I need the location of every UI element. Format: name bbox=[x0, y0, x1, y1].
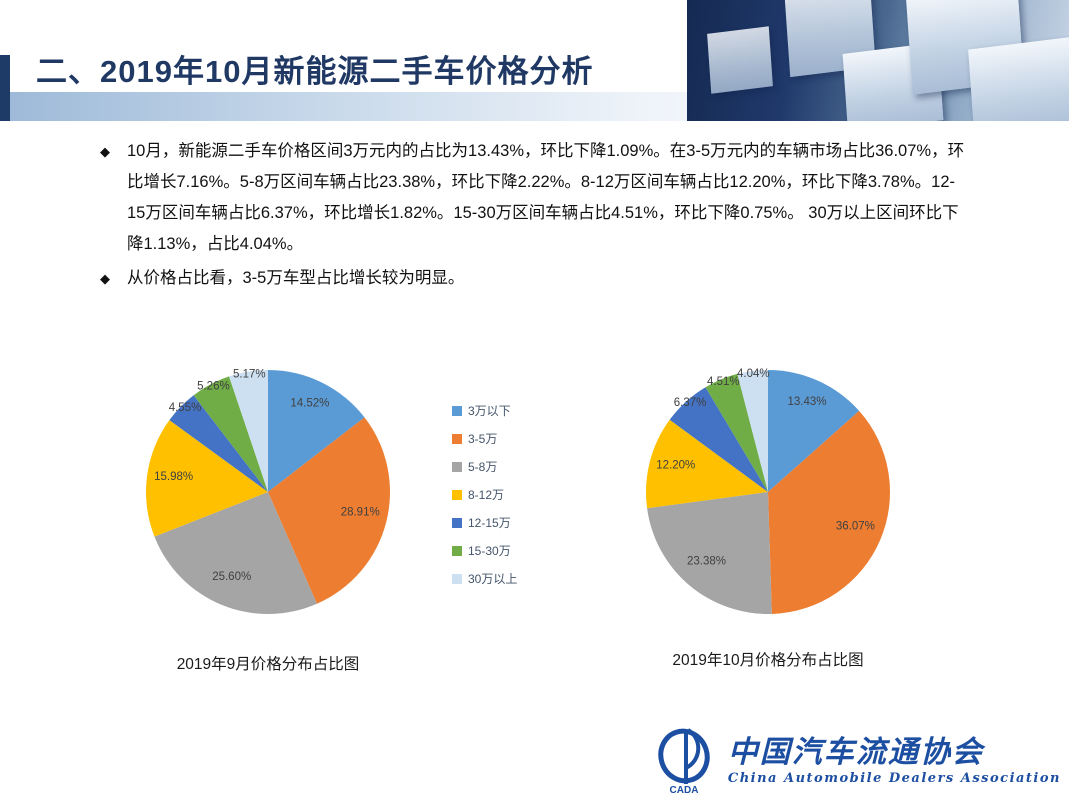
pie-slice-6 bbox=[229, 370, 268, 492]
bullet-diamond-icon: ◆ bbox=[100, 271, 110, 286]
bullet-list: ◆ 10月，新能源二手车价格区间3万元内的占比为13.43%，环比下降1.09%… bbox=[100, 136, 968, 297]
pie-slice-1 bbox=[768, 410, 891, 614]
pie-slice-4 bbox=[669, 387, 768, 492]
legend-item: 3万以下 bbox=[452, 402, 517, 419]
org-name-english: China Automobile Dealers Association bbox=[727, 771, 1061, 786]
pie-slice-0 bbox=[768, 370, 860, 492]
legend-item: 8-12万 bbox=[452, 486, 517, 503]
footer-logo: CADA 中国汽车流通协会 China Automobile Dealers A… bbox=[648, 726, 1061, 796]
legend-item: 15-30万 bbox=[452, 542, 517, 559]
pie-slice-5 bbox=[193, 376, 268, 492]
pie-slice-6 bbox=[737, 370, 768, 492]
bullet-text: 10月，新能源二手车价格区间3万元内的占比为13.43%，环比下降1.09%。在… bbox=[127, 142, 965, 253]
bullet-item: ◆ 10月，新能源二手车价格区间3万元内的占比为13.43%，环比下降1.09%… bbox=[100, 136, 968, 260]
legend-swatch bbox=[452, 573, 462, 584]
legend-label: 12-15万 bbox=[468, 516, 511, 530]
pie-slice-label: 25.60% bbox=[212, 571, 251, 583]
pie-slice-2 bbox=[154, 492, 317, 615]
pie-slice-label: 28.91% bbox=[341, 507, 380, 519]
legend-label: 8-12万 bbox=[468, 488, 505, 502]
legend-swatch bbox=[452, 405, 462, 416]
pie-chart-september: 14.52% 28.91% 25.60% 15.98% 4.55% 5.26%5.17% bbox=[145, 369, 390, 615]
legend-label: 5-8万 bbox=[468, 460, 498, 474]
slide-header: 二、2019年10月新能源二手车价格分析 bbox=[0, 0, 1069, 121]
pie-slice-label: 15.98% bbox=[154, 471, 193, 483]
left-accent-bar bbox=[0, 55, 10, 121]
pie-slice-label: 6.37% bbox=[674, 397, 707, 409]
legend-label: 15-30万 bbox=[468, 544, 511, 558]
pie-slice-label: 12.20% bbox=[656, 460, 695, 472]
pie-slice-4 bbox=[169, 395, 268, 492]
legend-item: 3-5万 bbox=[452, 430, 517, 447]
pie-slice-label: 23.38% bbox=[687, 556, 726, 568]
bullet-item: ◆ 从价格占比看，3-5万车型占比增长较为明显。 bbox=[100, 263, 968, 294]
chart-legend: 3万以下 3-5万 5-8万 8-12万 12-15万 15-30万 30万以上 bbox=[452, 402, 517, 598]
legend-label: 30万以上 bbox=[468, 572, 518, 586]
pie-slice-label: 4.55% bbox=[169, 402, 202, 414]
legend-swatch bbox=[452, 433, 462, 444]
legend-item: 12-15万 bbox=[452, 514, 517, 531]
cada-logo-abbr: CADA bbox=[669, 785, 698, 796]
pie-slice-label: 5.26% bbox=[197, 381, 230, 393]
legend-swatch bbox=[452, 489, 462, 500]
legend-label: 3-5万 bbox=[468, 432, 498, 446]
page-title: 二、2019年10月新能源二手车价格分析 bbox=[36, 54, 594, 89]
legend-swatch bbox=[452, 545, 462, 556]
pie-slice-2 bbox=[647, 492, 772, 615]
legend-swatch bbox=[452, 461, 462, 472]
pie-chart-october: 13.43% 36.07% 23.38% 12.20% 6.37%4.51%4.04% bbox=[645, 368, 891, 615]
org-name-chinese: 中国汽车流通协会 bbox=[727, 735, 984, 770]
footer-org-names: 中国汽车流通协会 China Automobile Dealers Associ… bbox=[728, 736, 1061, 786]
pie-slice-label: 13.43% bbox=[787, 396, 826, 408]
header-decoration-image bbox=[687, 0, 1069, 121]
legend-item: 30万以上 bbox=[452, 570, 517, 587]
cada-logo-icon: CADA bbox=[658, 728, 710, 796]
chart-title-october: 2019年10月价格分布占比图 bbox=[672, 652, 864, 669]
pie-slice-3 bbox=[145, 420, 268, 537]
pie-slice-5 bbox=[705, 373, 768, 492]
chart-title-september: 2019年9月价格分布占比图 bbox=[176, 656, 360, 673]
pie-slice-label: 4.04% bbox=[737, 368, 770, 380]
pie-slice-label: 5.17% bbox=[233, 369, 266, 381]
legend-swatch bbox=[452, 517, 462, 528]
pie-slice-label: 36.07% bbox=[836, 521, 875, 533]
bullet-text: 从价格占比看，3-5万车型占比增长较为明显。 bbox=[127, 269, 465, 287]
pie-slice-label: 4.51% bbox=[707, 376, 740, 388]
legend-item: 5-8万 bbox=[452, 458, 517, 475]
bullet-diamond-icon: ◆ bbox=[100, 144, 110, 159]
decoration-cube bbox=[968, 34, 1069, 121]
pie-slice-0 bbox=[268, 370, 365, 492]
legend-label: 3万以下 bbox=[468, 404, 511, 418]
decoration-cube bbox=[707, 26, 773, 94]
pie-slice-1 bbox=[268, 417, 390, 604]
pie-slice-3 bbox=[645, 419, 768, 509]
pie-slice-label: 14.52% bbox=[290, 398, 329, 410]
